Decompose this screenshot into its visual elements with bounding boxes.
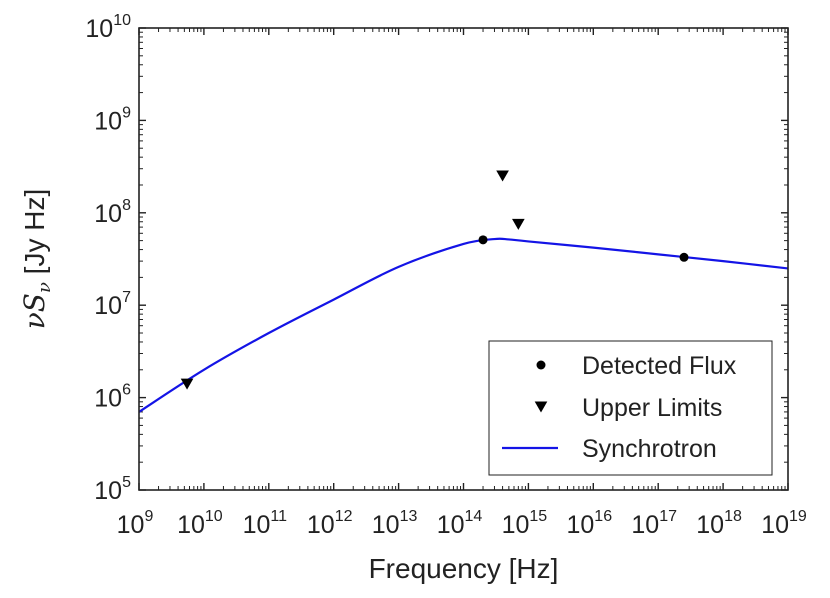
detected-flux-point bbox=[679, 252, 689, 262]
legend-entry-label: Upper Limits bbox=[582, 394, 722, 422]
plot-area-frame bbox=[138, 27, 789, 491]
y-tick-label: 105 bbox=[94, 474, 131, 505]
legend: Detected Flux Upper Limits Synchrotron bbox=[488, 340, 773, 476]
x-tick-label: 1014 bbox=[437, 508, 483, 539]
y-axis-label: νSν [Jy Hz] bbox=[18, 189, 55, 330]
y-axis-label-space bbox=[19, 274, 50, 282]
x-tick-label: 109 bbox=[117, 508, 154, 539]
y-tick-label: 108 bbox=[94, 197, 131, 228]
x-tick-label: 1016 bbox=[566, 508, 612, 539]
legend-entry-label: Synchrotron bbox=[582, 435, 717, 463]
x-tick-label: 1017 bbox=[631, 508, 677, 539]
upper-limit-point bbox=[512, 218, 525, 230]
synchrotron-line bbox=[139, 237, 788, 413]
x-axis-label: Frequency [Hz] bbox=[369, 553, 559, 584]
x-tick-label: 1019 bbox=[761, 508, 807, 539]
legend-triangle-swatch bbox=[534, 401, 548, 413]
y-tick-label: 109 bbox=[94, 104, 131, 135]
upper-limit-point bbox=[180, 378, 194, 390]
upper-limit-point bbox=[496, 170, 509, 182]
y-tick-label: 106 bbox=[94, 382, 131, 413]
y-axis-label-unit: [Jy Hz] bbox=[19, 189, 50, 275]
x-tick-label: 1011 bbox=[243, 508, 288, 539]
y-tick-labels: 105 106 107 108 109 1010 bbox=[85, 12, 131, 505]
legend-entry-label: Detected Flux bbox=[582, 352, 737, 380]
x-tick-label: 1012 bbox=[307, 508, 353, 539]
y-tick-label: 1010 bbox=[85, 12, 131, 43]
x-tick-label: 1015 bbox=[502, 508, 548, 539]
y-axis-label-math: νS bbox=[18, 293, 51, 329]
y-axis-label-subscript: ν bbox=[34, 282, 55, 293]
legend-box bbox=[488, 340, 773, 476]
x-tick-labels: 109 1010 1011 1012 1013 1014 1015 1016 1017 1018 1… bbox=[117, 508, 807, 539]
x-tick-label: 1013 bbox=[372, 508, 418, 539]
x-tick-label: 1010 bbox=[177, 508, 223, 539]
legend-circle-swatch bbox=[536, 360, 546, 370]
y-tick-label: 107 bbox=[94, 289, 131, 320]
series-layer bbox=[139, 170, 788, 413]
x-tick-label: 1018 bbox=[696, 508, 742, 539]
detected-flux-point bbox=[478, 235, 488, 245]
